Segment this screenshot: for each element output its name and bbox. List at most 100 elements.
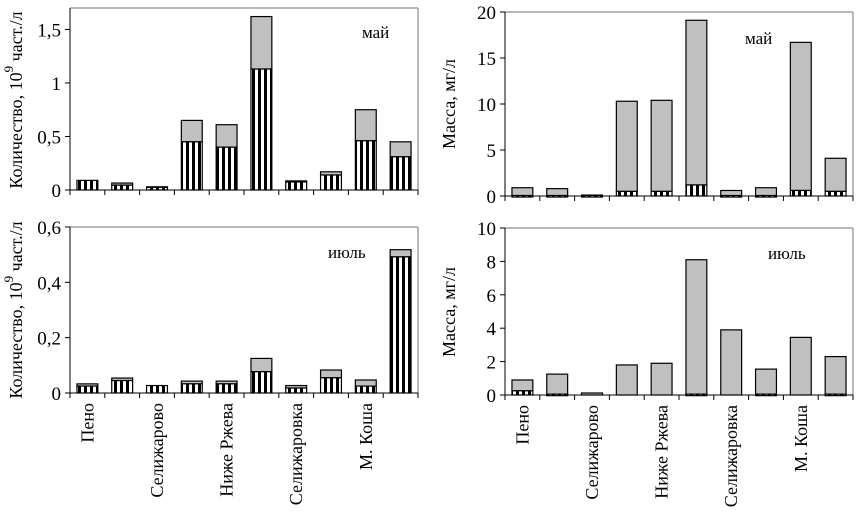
bar-segment-gray (615, 100, 638, 193)
y-tick-label: 5 (487, 141, 497, 162)
bar-segment-striped (546, 194, 569, 198)
bar-segment-striped (754, 393, 778, 397)
bar-segment-striped (145, 384, 169, 394)
y-tick-label: 6 (487, 286, 497, 307)
panel-month-label: июль (328, 243, 366, 262)
bar-group (650, 362, 673, 396)
bar-segment-striped (685, 184, 708, 197)
bar-segment-gray (685, 19, 708, 186)
bar-segment-gray (650, 99, 673, 193)
bar-segment-striped (111, 184, 134, 191)
bar-group (180, 119, 203, 191)
y-tick-label: 1,5 (37, 20, 61, 41)
bar-segment-striped (650, 190, 673, 197)
x-category-label: Селижарово (582, 405, 602, 500)
bar-segment-striped (511, 194, 534, 198)
y-tick-label: 0,5 (37, 127, 61, 148)
bar-segment-gray (824, 355, 847, 395)
bar-group (685, 259, 708, 397)
bar-segment-striped (389, 256, 412, 394)
bar-segment-gray (754, 368, 778, 395)
bar-segment-striped (76, 385, 99, 394)
bar-segment-striped (180, 141, 203, 191)
bar-segment-gray (354, 109, 377, 142)
bar-group (215, 124, 238, 191)
bar-group (615, 364, 638, 396)
bar-group (285, 384, 308, 394)
bar-segment-gray (720, 329, 743, 396)
y-tick-label: 0 (487, 386, 497, 407)
bar-segment-gray (250, 357, 273, 373)
bar-segment-striped (824, 190, 847, 197)
y-tick-label: 8 (487, 252, 497, 273)
x-category-label: Пено (512, 405, 532, 445)
y-tick-label: 20 (477, 3, 496, 24)
bar-segment-gray (580, 392, 604, 396)
bar-segment-striped (145, 186, 169, 191)
bar-group (215, 380, 238, 394)
bar-group (789, 336, 812, 396)
bar-group (76, 383, 99, 394)
bar-group (354, 109, 377, 191)
x-category-label: Селижарово (147, 403, 167, 498)
bar-group (285, 180, 308, 191)
bar-segment-striped (250, 68, 273, 191)
bar-group (615, 100, 638, 197)
bar-group (180, 380, 203, 394)
chart-panel-3: 0 0,2 0,4 0,6 июль Количество, 109 част./л Пен… (1, 218, 419, 505)
bar-group (754, 187, 778, 198)
bar-group (685, 19, 708, 197)
bar-group (145, 186, 169, 191)
bar-segment-striped (615, 190, 638, 197)
bar-segment-striped (511, 390, 534, 396)
bar-group (546, 373, 569, 397)
panel-month-label: май (745, 29, 772, 48)
bar-group (111, 182, 134, 191)
bar-group (720, 189, 743, 198)
bar-segment-gray (354, 379, 377, 387)
bar-group (354, 379, 377, 394)
bar-segment-gray (250, 15, 273, 70)
bar-segment-striped (319, 377, 343, 394)
bar-group (389, 249, 412, 394)
chart-panel-1: 0 0,5 1 1,5 май Количество, 109 част./л (1, 7, 419, 202)
bar-group (580, 194, 604, 198)
bar-group (319, 171, 343, 191)
x-category-label: Пено (77, 403, 97, 443)
bar-group (580, 392, 604, 396)
bar-group (789, 41, 812, 197)
bar-group (76, 179, 99, 191)
bar-segment-gray (546, 188, 569, 197)
bar-group (824, 355, 847, 397)
bar-segment-striped (215, 146, 238, 191)
bar-segment-gray (389, 141, 412, 158)
bar-segment-striped (824, 393, 847, 397)
bar-segment-gray (754, 187, 778, 197)
bar-segment-striped (546, 393, 569, 397)
y-tick-label: 0,2 (37, 329, 61, 350)
bar-segment-gray (511, 187, 534, 197)
bar-segment-striped (685, 393, 708, 397)
panel-month-label: июль (768, 244, 806, 263)
y-tick-label: 15 (477, 49, 496, 70)
bar-segment-gray (546, 373, 569, 395)
bar-segment-gray (789, 336, 812, 396)
bar-segment-gray (511, 379, 534, 392)
bar-segment-gray (180, 119, 203, 143)
y-tick-label: 10 (477, 219, 496, 240)
bar-group (111, 377, 134, 394)
y-axis-title: Масса, мг/л (439, 267, 459, 357)
bar-segment-striped (180, 383, 203, 394)
y-tick-label: 0 (487, 187, 497, 208)
x-category-label: Ниже Ржева (652, 405, 672, 499)
bar-segment-gray (650, 362, 673, 396)
bar-segment-gray (789, 41, 812, 192)
bar-segment-striped (789, 189, 812, 197)
y-axis-title: Количество, 109 част./л (1, 221, 26, 398)
bar-segment-striped (319, 174, 343, 191)
bar-group (824, 157, 847, 197)
bar-segment-striped (389, 156, 412, 191)
bar-segment-striped (250, 371, 273, 394)
bar-group (145, 384, 169, 394)
panel-month-label: май (362, 23, 389, 42)
